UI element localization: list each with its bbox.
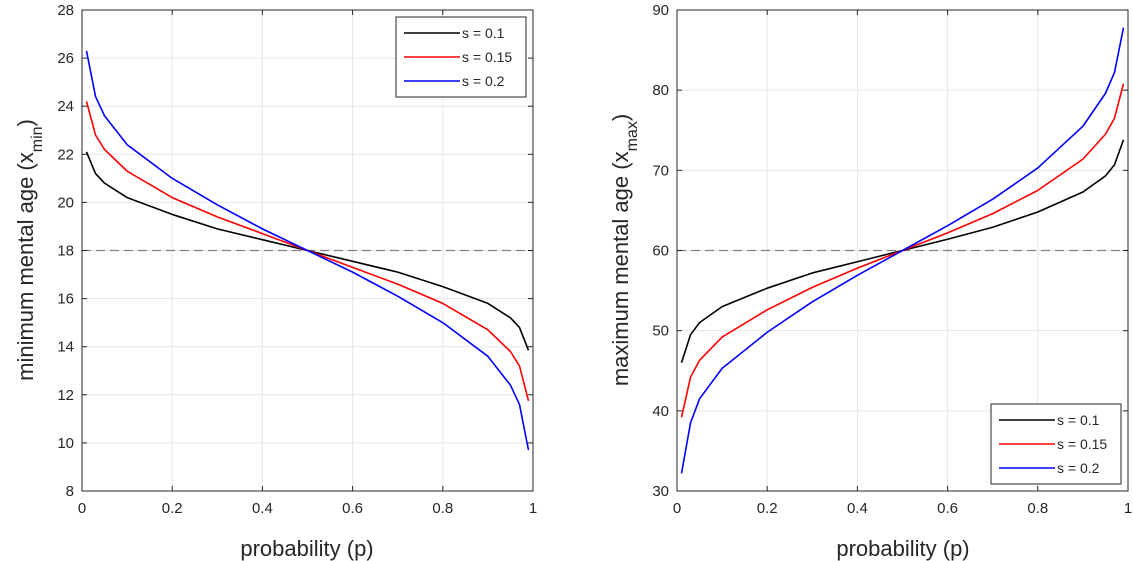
- y-tick-label: 70: [652, 162, 669, 179]
- y-tick-label: 40: [652, 403, 669, 420]
- y-tick-label: 26: [57, 50, 74, 67]
- y-tick-label: 16: [57, 291, 74, 308]
- legend-label: s = 0.1: [1057, 412, 1100, 428]
- x-tick-label: 0: [673, 500, 681, 517]
- x-tick-label: 0.8: [432, 500, 453, 517]
- legend-label: s = 0.2: [1057, 460, 1100, 476]
- x-tick-label: 0.6: [937, 500, 958, 517]
- x-tick-label: 1: [1124, 500, 1132, 517]
- series-line-3: [85, 50, 530, 451]
- y-tick-label: 20: [57, 194, 74, 211]
- legend-label: s = 0.15: [1057, 436, 1107, 452]
- x-tick-label: 0.4: [847, 500, 868, 517]
- legend-label: s = 0.2: [462, 73, 505, 89]
- x-tick-label: 0.2: [757, 500, 778, 517]
- y-tick-label: 24: [57, 98, 74, 115]
- legend-label: s = 0.15: [462, 49, 512, 65]
- legend: s = 0.1 s = 0.15 s = 0.2: [395, 16, 527, 98]
- series-line-3: [680, 27, 1125, 474]
- x-tick-label: 1: [529, 500, 537, 517]
- y-axis-label: minimum mental age (xmin): [13, 119, 46, 381]
- legend: s = 0.1 s = 0.15 s = 0.2: [990, 403, 1122, 485]
- y-tick-label: 60: [652, 243, 669, 260]
- y-tick-label: 80: [652, 82, 669, 99]
- x-tick-label: 0: [78, 500, 86, 517]
- x-axis-label: probability (p): [240, 536, 373, 561]
- x-tick-label: 0.4: [252, 500, 273, 517]
- y-tick-label: 28: [57, 2, 74, 19]
- y-tick-label: 14: [57, 339, 74, 356]
- x-tick-label: 0.6: [342, 500, 363, 517]
- legend-label: s = 0.1: [462, 25, 505, 41]
- y-tick-label: 8: [66, 483, 74, 500]
- y-tick-label: 90: [652, 2, 669, 19]
- y-tick-label: 12: [57, 387, 74, 404]
- y-tick-label: 22: [57, 146, 74, 163]
- x-axis-label: probability (p): [836, 536, 969, 561]
- y-axis-label: maximum mental age (xmax): [608, 114, 641, 386]
- y-tick-label: 50: [652, 323, 669, 340]
- y-tick-label: 18: [57, 243, 74, 260]
- x-tick-label: 0.8: [1027, 500, 1048, 517]
- y-tick-label: 30: [652, 483, 669, 500]
- x-tick-label: 0.2: [162, 500, 183, 517]
- y-tick-label: 10: [57, 435, 74, 452]
